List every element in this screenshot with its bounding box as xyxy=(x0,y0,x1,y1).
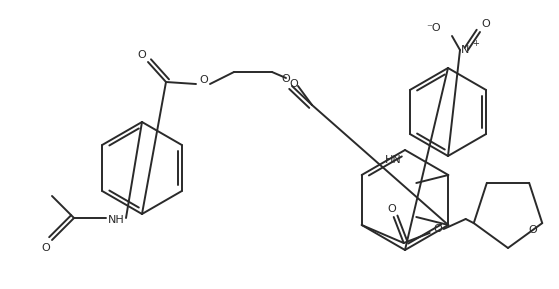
Text: ⁻O: ⁻O xyxy=(427,23,441,33)
Text: N: N xyxy=(461,45,469,55)
Text: O: O xyxy=(387,204,396,214)
Text: NH: NH xyxy=(108,215,124,225)
Text: +: + xyxy=(472,40,480,49)
Text: O: O xyxy=(41,243,50,253)
Text: O: O xyxy=(482,19,490,29)
Text: O: O xyxy=(290,79,299,89)
Text: O: O xyxy=(529,225,538,235)
Text: O: O xyxy=(138,50,146,60)
Text: O: O xyxy=(200,75,209,85)
Text: O: O xyxy=(282,74,290,84)
Text: HN: HN xyxy=(385,155,401,165)
Text: O: O xyxy=(433,224,442,234)
